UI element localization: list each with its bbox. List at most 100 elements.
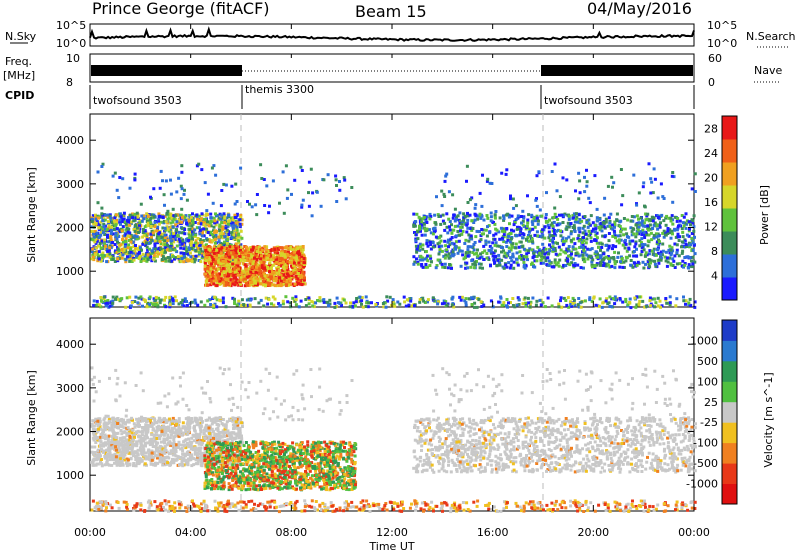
data-pixel (582, 249, 586, 253)
data-pixel (177, 218, 181, 222)
data-pixel (319, 204, 323, 208)
data-pixel (445, 225, 449, 229)
data-pixel (94, 241, 98, 245)
data-pixel (691, 241, 695, 245)
data-pixel (289, 245, 293, 249)
data-pixel (585, 253, 589, 257)
data-pixel (464, 251, 468, 255)
data-pixel (267, 283, 271, 287)
data-pixel (124, 260, 128, 264)
data-pixel (148, 247, 152, 251)
data-pixel (608, 221, 612, 225)
data-pixel (259, 277, 262, 281)
data-pixel (284, 164, 288, 168)
data-pixel (199, 300, 203, 304)
data-pixel (128, 247, 132, 251)
data-pixel (208, 257, 212, 261)
data-pixel (673, 215, 677, 219)
data-pixel (532, 253, 536, 257)
data-pixel (95, 239, 99, 243)
data-pixel (461, 229, 465, 233)
data-pixel (126, 234, 130, 238)
data-pixel (301, 245, 305, 248)
data-pixel (511, 245, 514, 249)
data-pixel (636, 228, 640, 232)
data-pixel (246, 200, 249, 203)
data-pixel (680, 245, 683, 249)
data-pixel (504, 240, 508, 244)
colorbar-swatch (722, 231, 737, 255)
data-pixel (210, 270, 214, 274)
data-pixel (106, 240, 110, 244)
data-pixel (586, 233, 590, 237)
data-pixel (632, 254, 636, 258)
data-pixel (221, 256, 224, 260)
data-pixel (102, 244, 106, 248)
data-pixel (269, 266, 273, 270)
data-pixel (299, 299, 303, 303)
data-pixel (100, 230, 103, 234)
data-pixel (278, 303, 282, 307)
data-pixel (279, 262, 283, 266)
data-pixel (239, 249, 242, 252)
data-pixel (527, 249, 531, 253)
data-pixel (481, 251, 485, 255)
data-pixel (507, 261, 511, 265)
data-pixel (240, 298, 244, 302)
data-pixel (656, 296, 660, 300)
data-pixel (524, 264, 528, 268)
data-pixel (138, 227, 142, 231)
data-pixel (554, 233, 558, 237)
data-pixel (245, 255, 249, 259)
data-pixel (136, 215, 140, 219)
data-pixel (683, 256, 687, 259)
data-pixel (127, 243, 131, 247)
data-pixel (436, 242, 440, 246)
data-pixel (116, 297, 120, 301)
data-pixel (262, 272, 266, 276)
data-pixel (148, 295, 152, 299)
data-pixel (541, 301, 545, 305)
data-pixel (189, 230, 193, 234)
data-pixel (100, 299, 104, 303)
data-pixel (193, 221, 197, 224)
data-pixel (228, 245, 232, 249)
data-pixel (482, 303, 486, 307)
data-pixel (449, 237, 453, 241)
data-pixel (286, 188, 290, 192)
data-pixel (278, 269, 282, 273)
data-pixel (120, 256, 124, 260)
data-pixel (262, 304, 266, 308)
data-pixel (263, 279, 267, 283)
data-pixel (530, 213, 534, 217)
data-pixel (608, 259, 612, 263)
data-pixel (422, 222, 426, 226)
data-pixel (101, 255, 105, 259)
data-pixel (527, 213, 531, 217)
data-pixel (212, 255, 216, 259)
data-pixel (209, 275, 213, 279)
data-pixel (277, 264, 281, 268)
data-pixel (492, 258, 496, 262)
data-pixel (97, 250, 101, 254)
data-pixel (207, 261, 211, 265)
data-pixel (191, 212, 194, 216)
colorbar-swatch (722, 277, 737, 301)
data-pixel (164, 244, 167, 248)
data-pixel (130, 235, 134, 239)
station-title: Prince George (fitACF) (92, 0, 270, 18)
data-pixel (282, 282, 286, 286)
data-pixel (656, 196, 660, 200)
data-pixel (285, 272, 289, 276)
data-pixel (209, 269, 212, 273)
data-pixel (689, 303, 693, 307)
data-pixel (634, 235, 638, 239)
data-pixel (413, 260, 417, 264)
data-pixel (551, 245, 555, 249)
data-pixel (588, 255, 591, 259)
data-pixel (550, 265, 554, 269)
data-pixel (265, 245, 269, 249)
data-pixel (668, 244, 672, 248)
data-pixel (154, 302, 158, 306)
data-pixel (593, 252, 597, 256)
